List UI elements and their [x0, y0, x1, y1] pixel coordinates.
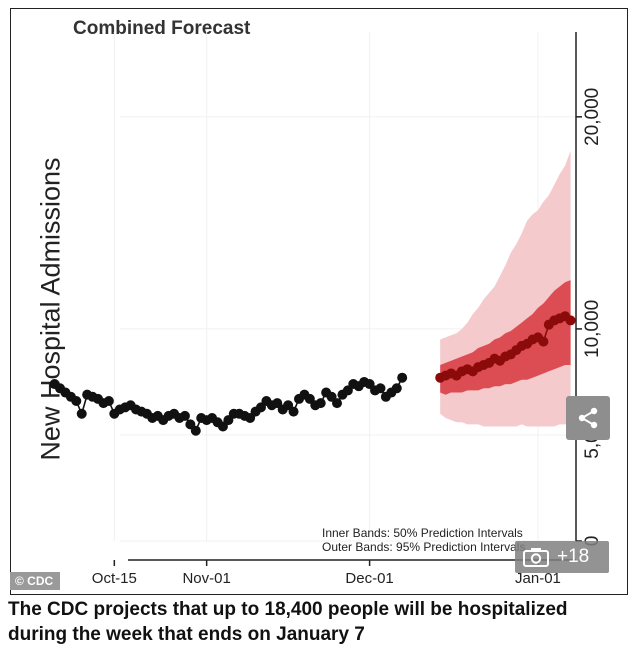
- observed-point: [179, 410, 190, 421]
- observed-point: [71, 396, 82, 407]
- y-tick-label: 10,000: [582, 300, 603, 358]
- share-button[interactable]: [566, 396, 610, 440]
- data-series: [49, 311, 576, 436]
- forecast-point: [538, 336, 549, 347]
- inner-prediction-band: [440, 280, 571, 395]
- observed-point: [375, 383, 386, 394]
- observed-point: [288, 406, 299, 417]
- x-tick-label: Jan-01: [515, 570, 561, 587]
- camera-icon: [523, 548, 549, 567]
- x-tick-label: Dec-01: [345, 570, 393, 587]
- x-tick-label: Nov-01: [182, 570, 230, 587]
- observed-point: [103, 396, 114, 407]
- share-icon: [578, 407, 598, 429]
- image-caption: The CDC projects that up to 18,400 peopl…: [8, 599, 568, 645]
- legend: Inner Bands: 50% Prediction IntervalsOut…: [322, 526, 525, 554]
- observed-point: [397, 372, 408, 383]
- legend-entry: Outer Bands: 95% Prediction Intervals: [322, 540, 525, 554]
- gallery-button[interactable]: +18: [515, 541, 609, 573]
- x-tick-label: Oct-15: [92, 570, 137, 587]
- observed-point: [391, 383, 402, 394]
- forecast-point: [565, 315, 576, 326]
- y-tick-label: 20,000: [582, 88, 603, 146]
- prediction-bands: [440, 150, 571, 427]
- gallery-count: +18: [557, 546, 590, 567]
- observed-point: [76, 408, 87, 419]
- observed-point: [190, 425, 201, 436]
- chart-title: Combined Forecast: [73, 18, 251, 39]
- legend-entry: Inner Bands: 50% Prediction Intervals: [322, 526, 523, 540]
- observed-point: [315, 398, 326, 409]
- observed-point: [332, 398, 343, 409]
- image-credit: © CDC: [10, 572, 61, 590]
- forecast-chart: Oct-15Nov-01Dec-01Jan-0105,00010,00020,0…: [49, 32, 603, 587]
